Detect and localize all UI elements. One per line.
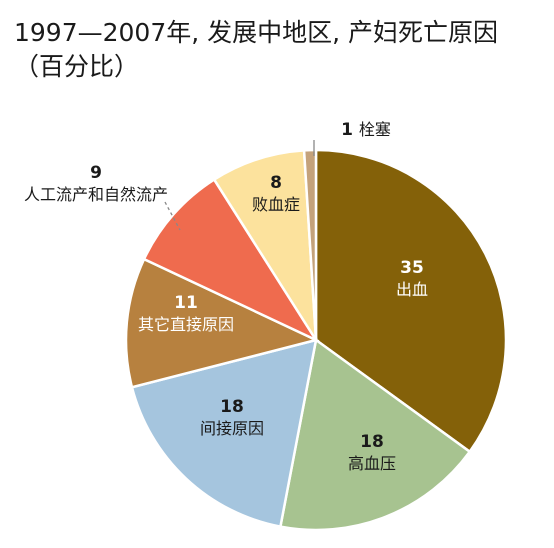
slice-name-label: 人工流产和自然流产 bbox=[24, 185, 168, 204]
slice-name-label: 高血压 bbox=[348, 454, 396, 473]
pie-slice bbox=[302, 148, 318, 341]
pie-slice bbox=[314, 148, 508, 454]
slice-value-label: 9 bbox=[90, 163, 102, 183]
leader-line bbox=[164, 201, 181, 231]
slice-name-label: 出血 bbox=[396, 280, 428, 299]
slice-value-label: 11 bbox=[174, 293, 198, 313]
slice-value-label: 18 bbox=[360, 432, 384, 452]
slice-value-label: 35 bbox=[400, 258, 424, 278]
slice-value-label: 18 bbox=[220, 397, 244, 417]
slice-name-label: 间接原因 bbox=[200, 419, 264, 438]
slice-label: 1 栓塞 bbox=[341, 120, 391, 140]
pie-slice bbox=[278, 337, 472, 532]
chart-title-line-2: （百分比） bbox=[14, 52, 140, 81]
pie-slice bbox=[124, 257, 320, 389]
chart-title: 1997—2007年, 发展中地区, 产妇死亡原因 （百分比） bbox=[14, 16, 544, 84]
slice-value-label: 8 bbox=[270, 173, 282, 193]
pie-slice bbox=[212, 149, 318, 341]
pie-slice bbox=[130, 338, 318, 529]
slice-name-label: 其它直接原因 bbox=[138, 315, 234, 334]
chart-title-line-1: 1997—2007年, 发展中地区, 产妇死亡原因 bbox=[14, 18, 499, 47]
slice-name-label: 败血症 bbox=[252, 195, 300, 214]
pie-slice bbox=[142, 177, 320, 343]
